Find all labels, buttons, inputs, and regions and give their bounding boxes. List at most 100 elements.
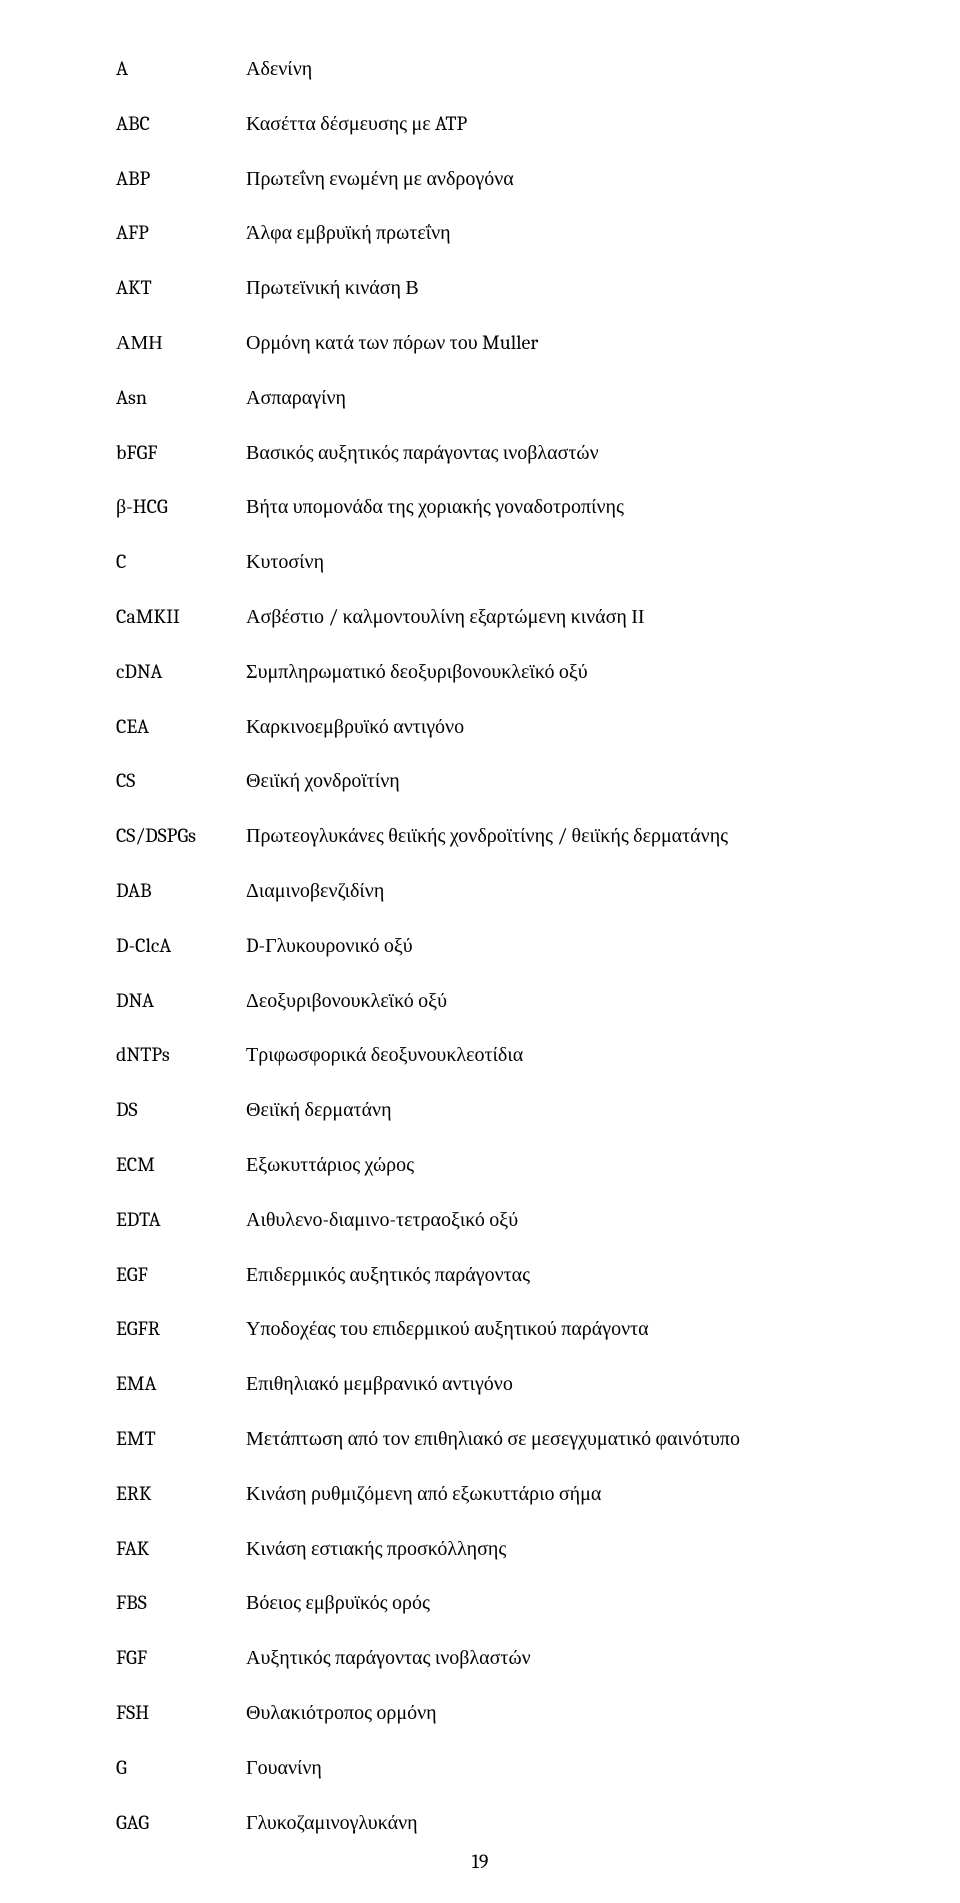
table-row: β-HCGΒήτα υπομονάδα της χοριακής γοναδοτ… — [116, 493, 890, 521]
abbreviation: ABP — [116, 165, 246, 193]
definition: Αδενίνη — [246, 55, 890, 83]
abbreviation: EMA — [116, 1370, 246, 1398]
table-row: D-ClcAD-Γλυκουρονικό οξύ — [116, 932, 890, 960]
table-row: ΑΜΗΟρμόνη κατά των πόρων του Muller — [116, 329, 890, 357]
abbreviation: D-ClcA — [116, 932, 246, 960]
definition: Αιθυλενο-διαμινο-τετραοξικό οξύ — [246, 1206, 890, 1234]
definition: Βόειος εμβρυϊκός ορός — [246, 1589, 890, 1617]
table-row: DSΘειϊκή δερματάνη — [116, 1096, 890, 1124]
table-row: CEAΚαρκινοεμβρυϊκό αντιγόνο — [116, 713, 890, 741]
definition: Υποδοχέας του επιδερμικού αυξητικού παρά… — [246, 1315, 890, 1343]
table-row: CaMKIIΑσβέστιο / καλμοντουλίνη εξαρτώμεν… — [116, 603, 890, 631]
abbreviation: cDNA — [116, 658, 246, 686]
definition: Βασικός αυξητικός παράγοντας ινοβλαστών — [246, 439, 890, 467]
abbreviation: β-HCG — [116, 493, 246, 521]
abbreviation: DAB — [116, 877, 246, 905]
table-row: EMAΕπιθηλιακό μεμβρανικό αντιγόνο — [116, 1370, 890, 1398]
definition: Βήτα υπομονάδα της χοριακής γοναδοτροπίν… — [246, 493, 890, 521]
definition: Θυλακιότροπος ορμόνη — [246, 1699, 890, 1727]
table-row: EMTΜετάπτωση από τον επιθηλιακό σε μεσεγ… — [116, 1425, 890, 1453]
definition: Τριφωσφορικά δεοξυνουκλεοτίδια — [246, 1041, 890, 1069]
definition: Πρωτεογλυκάνες θειϊκής χονδροϊτίνης / θε… — [246, 822, 890, 850]
abbreviations-table: AΑδενίνηABCΚασέττα δέσμευσης με ATPABPΠρ… — [116, 55, 890, 1837]
table-row: EGFΕπιδερμικός αυξητικός παράγοντας — [116, 1261, 890, 1289]
definition: Κυτοσίνη — [246, 548, 890, 576]
definition: Πρωτεΐνη ενωμένη με ανδρογόνα — [246, 165, 890, 193]
table-row: EGFRΥποδοχέας του επιδερμικού αυξητικού … — [116, 1315, 890, 1343]
table-row: ERKΚινάση ρυθμιζόμενη από εξωκυττάριο σή… — [116, 1480, 890, 1508]
table-row: GΓουανίνη — [116, 1754, 890, 1782]
table-row: AsnΑσπαραγίνη — [116, 384, 890, 412]
table-row: FSHΘυλακιότροπος ορμόνη — [116, 1699, 890, 1727]
definition: Καρκινοεμβρυϊκό αντιγόνο — [246, 713, 890, 741]
definition: Ορμόνη κατά των πόρων του Muller — [246, 329, 890, 357]
abbreviation: CS/DSPGs — [116, 822, 246, 850]
table-row: dNTPsΤριφωσφορικά δεοξυνουκλεοτίδια — [116, 1041, 890, 1069]
table-row: DNAΔεοξυριβονουκλεϊκό οξύ — [116, 987, 890, 1015]
abbreviation: AFP — [116, 219, 246, 247]
definition: Εξωκυττάριος χώρος — [246, 1151, 890, 1179]
abbreviation: ERK — [116, 1480, 246, 1508]
abbreviation: DNA — [116, 987, 246, 1015]
definition: Κινάση ρυθμιζόμενη από εξωκυττάριο σήμα — [246, 1480, 890, 1508]
table-row: AFPΆλφα εμβρυϊκή πρωτεΐνη — [116, 219, 890, 247]
definition: Ασβέστιο / καλμοντουλίνη εξαρτώμενη κινά… — [246, 603, 890, 631]
abbreviation: EDTA — [116, 1206, 246, 1234]
abbreviation: bFGF — [116, 439, 246, 467]
table-row: ABPΠρωτεΐνη ενωμένη με ανδρογόνα — [116, 165, 890, 193]
table-row: cDNAΣυμπληρωματικό δεοξυριβονουκλεϊκό οξ… — [116, 658, 890, 686]
abbreviation: EMT — [116, 1425, 246, 1453]
abbreviation: dNTPs — [116, 1041, 246, 1069]
definition: Διαμινοβενζιδίνη — [246, 877, 890, 905]
table-row: FGFΑυξητικός παράγοντας ινοβλαστών — [116, 1644, 890, 1672]
table-row: AKTΠρωτεϊνική κινάση Β — [116, 274, 890, 302]
definition: Συμπληρωματικό δεοξυριβονουκλεϊκό οξύ — [246, 658, 890, 686]
definition: Επιθηλιακό μεμβρανικό αντιγόνο — [246, 1370, 890, 1398]
definition: Αυξητικός παράγοντας ινοβλαστών — [246, 1644, 890, 1672]
table-row: FBSΒόειος εμβρυϊκός ορός — [116, 1589, 890, 1617]
definition: Ασπαραγίνη — [246, 384, 890, 412]
table-row: bFGFΒασικός αυξητικός παράγοντας ινοβλασ… — [116, 439, 890, 467]
definition: D-Γλυκουρονικό οξύ — [246, 932, 890, 960]
table-row: ABCΚασέττα δέσμευσης με ATP — [116, 110, 890, 138]
page-number: 19 — [0, 1850, 960, 1873]
definition: Γλυκοζαμινογλυκάνη — [246, 1809, 890, 1837]
abbreviation: G — [116, 1754, 246, 1782]
table-row: CSΘειϊκή χονδροϊτίνη — [116, 767, 890, 795]
definition: Κινάση εστιακής προσκόλλησης — [246, 1535, 890, 1563]
table-row: CS/DSPGsΠρωτεογλυκάνες θειϊκής χονδροϊτί… — [116, 822, 890, 850]
definition: Επιδερμικός αυξητικός παράγοντας — [246, 1261, 890, 1289]
abbreviation: FAK — [116, 1535, 246, 1563]
abbreviation: A — [116, 55, 246, 83]
abbreviation: C — [116, 548, 246, 576]
abbreviation: FGF — [116, 1644, 246, 1672]
abbreviation: AKT — [116, 274, 246, 302]
definition: Θειϊκή χονδροϊτίνη — [246, 767, 890, 795]
abbreviation: CEA — [116, 713, 246, 741]
abbreviation: DS — [116, 1096, 246, 1124]
abbreviation: FSH — [116, 1699, 246, 1727]
abbreviation: FBS — [116, 1589, 246, 1617]
definition: Γουανίνη — [246, 1754, 890, 1782]
abbreviation: Asn — [116, 384, 246, 412]
definition: Θειϊκή δερματάνη — [246, 1096, 890, 1124]
table-row: GAGΓλυκοζαμινογλυκάνη — [116, 1809, 890, 1837]
abbreviation: CaMKII — [116, 603, 246, 631]
abbreviation: GAG — [116, 1809, 246, 1837]
table-row: CΚυτοσίνη — [116, 548, 890, 576]
abbreviation: CS — [116, 767, 246, 795]
table-row: ECMΕξωκυττάριος χώρος — [116, 1151, 890, 1179]
definition: Κασέττα δέσμευσης με ATP — [246, 110, 890, 138]
definition: Μετάπτωση από τον επιθηλιακό σε μεσεγχυμ… — [246, 1425, 890, 1453]
abbreviation: EGFR — [116, 1315, 246, 1343]
definition: Πρωτεϊνική κινάση Β — [246, 274, 890, 302]
definition: Δεοξυριβονουκλεϊκό οξύ — [246, 987, 890, 1015]
table-row: DABΔιαμινοβενζιδίνη — [116, 877, 890, 905]
abbreviation: ΑΜΗ — [116, 329, 246, 357]
abbreviation: ECM — [116, 1151, 246, 1179]
abbreviation: EGF — [116, 1261, 246, 1289]
table-row: AΑδενίνη — [116, 55, 890, 83]
abbreviation: ABC — [116, 110, 246, 138]
definition: Άλφα εμβρυϊκή πρωτεΐνη — [246, 219, 890, 247]
abbreviations-page: AΑδενίνηABCΚασέττα δέσμευσης με ATPABPΠρ… — [0, 0, 960, 1903]
